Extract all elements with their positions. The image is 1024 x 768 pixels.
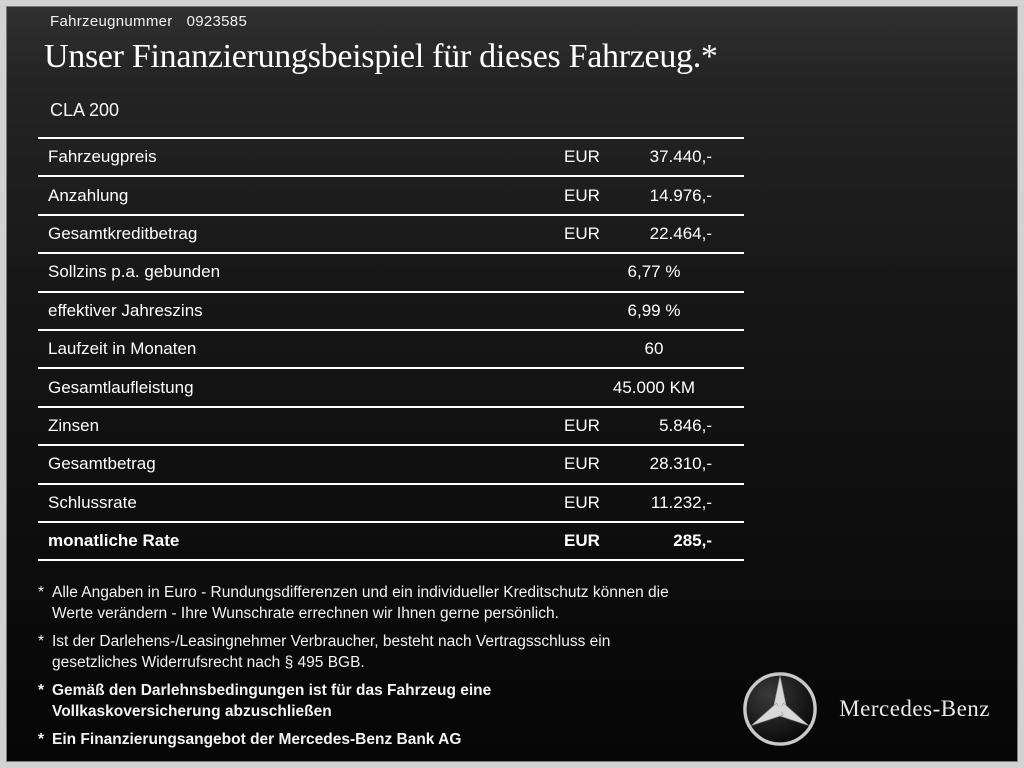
- footnote-text: Gemäß den Darlehnsbedingungen ist für da…: [52, 682, 492, 720]
- vehicle-number-value: 0923585: [186, 13, 248, 30]
- footnote-text: Ist der Darlehens-/Leasingnehmer Verbrau…: [52, 633, 611, 671]
- footnote: * Ein Finanzierungsangebot der Mercedes-…: [38, 729, 750, 750]
- vehicle-number: Fahrzeugnummer 0923585: [50, 13, 247, 30]
- row-value: 11.232,-: [650, 492, 712, 512]
- row-value: 45.000 KM: [612, 377, 696, 397]
- row-label: Gesamtbetrag: [48, 454, 156, 474]
- row-label: Fahrzeugpreis: [48, 147, 157, 167]
- row-value: 60: [644, 339, 664, 359]
- vehicle-model: CLA 200: [50, 100, 120, 120]
- table-row: Sollzins p.a. gebunden 6,77 %: [38, 252, 744, 290]
- row-value: 285,-: [673, 531, 712, 551]
- row-value: 6,77 %: [627, 262, 681, 282]
- footnote: * Alle Angaben in Euro - Rundungsdiffere…: [38, 582, 750, 624]
- financing-table: Fahrzeugpreis EUR 37.440,- Anzahlung EUR 1…: [38, 137, 744, 562]
- brand-area: Mercedes-Benz: [741, 670, 990, 748]
- footnotes: * Alle Angaben in Euro - Rundungsdiffere…: [38, 582, 750, 757]
- mercedes-star-icon: [743, 672, 817, 746]
- row-label: Gesamtlaufleistung: [48, 377, 194, 397]
- row-currency: EUR: [564, 531, 600, 551]
- table-row: Fahrzeugpreis EUR 37.440,-: [38, 137, 744, 175]
- footnote-marker: *: [38, 584, 45, 601]
- table-row: Zinsen EUR 5.846,-: [38, 405, 744, 444]
- row-value: 14.976,-: [649, 185, 712, 205]
- footnote-marker: *: [38, 731, 45, 748]
- row-currency: EUR: [564, 454, 600, 474]
- footnote-text: Alle Angaben in Euro - Rundungsdifferenz…: [52, 584, 669, 622]
- row-value: 5.846,-: [659, 415, 712, 435]
- footnote-text: Ein Finanzierungsangebot der Mercedes-Be…: [52, 731, 462, 748]
- table-row: Schlussrate EUR 11.232,-: [38, 482, 744, 521]
- row-label: Sollzins p.a. gebunden: [48, 262, 221, 282]
- row-value: 28.310,-: [649, 454, 712, 474]
- table-row: Gesamtbetrag EUR 28.310,-: [38, 444, 744, 482]
- table-row: Gesamtkreditbetrag EUR 22.464,-: [38, 213, 744, 252]
- row-label: Schlussrate: [48, 492, 137, 512]
- row-label: Laufzeit in Monaten: [48, 339, 197, 359]
- brand-name: Mercedes-Benz: [839, 696, 990, 721]
- financing-page: Fahrzeugnummer 0923585 Unser Finanzierung…: [6, 6, 1018, 762]
- row-value: 37.440,-: [649, 147, 712, 167]
- table-row-monthly-rate: monatliche Rate EUR 285,-: [38, 520, 744, 562]
- row-label: monatliche Rate: [48, 531, 180, 551]
- row-label: Gesamtkreditbetrag: [48, 223, 198, 243]
- table-row: Gesamtlaufleistung 45.000 KM: [38, 367, 744, 405]
- row-currency: EUR: [564, 185, 600, 205]
- row-currency: EUR: [564, 147, 600, 167]
- row-label: Zinsen: [48, 415, 100, 435]
- row-currency: EUR: [564, 492, 600, 512]
- table-row: Laufzeit in Monaten 60: [38, 328, 744, 367]
- row-value: 6,99 %: [627, 300, 681, 320]
- row-label: effektiver Jahreszins: [48, 300, 203, 320]
- footnote-marker: *: [38, 633, 45, 650]
- table-row: effektiver Jahreszins 6,99 %: [38, 290, 744, 329]
- footnote-marker: *: [38, 682, 45, 699]
- footnote: * Ist der Darlehens-/Leasingnehmer Verbr…: [38, 631, 750, 673]
- vehicle-number-label: Fahrzeugnummer: [50, 13, 173, 30]
- footnote: * Gemäß den Darlehnsbedingungen ist für …: [38, 680, 750, 722]
- row-currency: EUR: [564, 415, 600, 435]
- row-label: Anzahlung: [48, 185, 129, 205]
- row-currency: EUR: [564, 223, 600, 243]
- page-title: Unser Finanzierungsbeispiel für dieses F…: [44, 38, 718, 75]
- table-row: Anzahlung EUR 14.976,-: [38, 175, 744, 213]
- row-value: 22.464,-: [649, 223, 712, 243]
